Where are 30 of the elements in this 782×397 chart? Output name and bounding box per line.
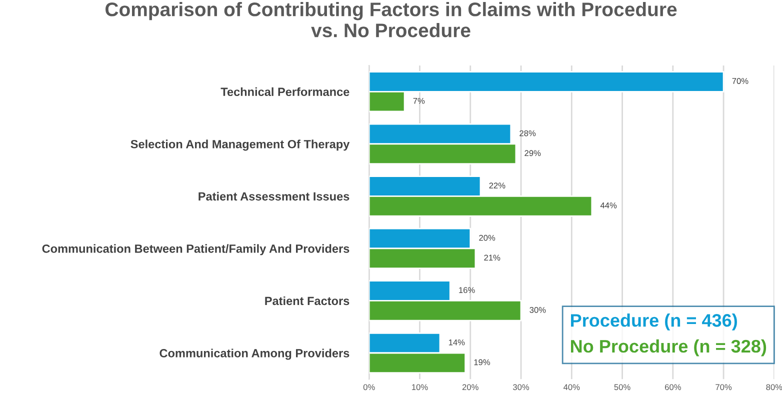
data-label: 16% [459, 287, 475, 294]
data-label: 28% [520, 130, 536, 136]
y-tick-label: Patient Factors [265, 296, 350, 306]
x-tick-label: 80% [766, 384, 782, 390]
x-tick-label: 40% [563, 384, 580, 390]
y-tick-label: Technical Performance [220, 87, 350, 96]
y-tick-label: Communication Between Patient/Family And Providers [42, 244, 350, 256]
y-tick-label: Patient Assessment Issues [198, 192, 350, 201]
chart-title: Comparison of Contributing Factors in Claims with Procedure vs. No Procedure [106, 2, 677, 38]
y-tick-label: Selection And Management Of Therapy [130, 140, 350, 151]
x-tick-label: 10% [412, 384, 428, 390]
x-tick-label: 30% [512, 384, 530, 390]
y-tick-label: Communication Among Providers [160, 348, 350, 360]
data-label: 21% [484, 254, 500, 261]
data-label: 20% [479, 234, 496, 241]
data-label: 70% [732, 78, 748, 84]
x-tick-label: 70% [716, 384, 732, 390]
x-tick-label: 50% [614, 384, 630, 390]
data-label: 14% [448, 339, 465, 346]
x-tick-label: 60% [664, 384, 681, 390]
text: No Procedure (n = 328) [571, 339, 766, 356]
data-label: 44% [600, 202, 617, 208]
data-label: 7% [413, 98, 425, 104]
data-label: 29% [524, 150, 541, 156]
data-label: 30% [530, 306, 546, 313]
data-label: 19% [474, 359, 490, 366]
x-tick-label: 0% [363, 384, 375, 390]
x-tick-label: 20% [462, 384, 478, 390]
text: Procedure (n = 436) [571, 314, 737, 330]
data-label: 22% [489, 182, 506, 188]
